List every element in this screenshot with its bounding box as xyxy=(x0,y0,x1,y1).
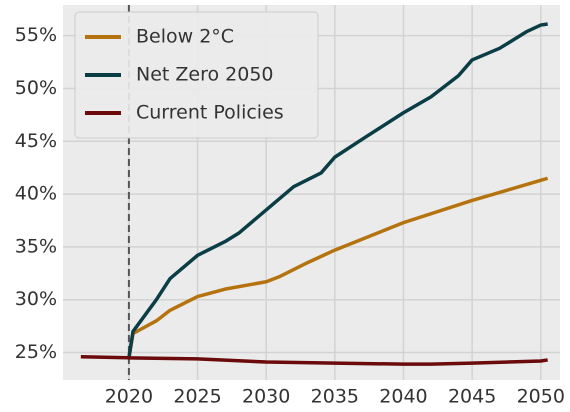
x-tick-label: 2025 xyxy=(173,386,221,408)
y-tick-label: 30% xyxy=(15,288,57,310)
y-tick-label: 25% xyxy=(15,341,57,363)
legend-label: Net Zero 2050 xyxy=(136,64,274,86)
legend-label: Current Policies xyxy=(136,102,284,124)
legend-box xyxy=(74,11,319,139)
legend-label: Below 2°C xyxy=(136,26,234,48)
x-tick-label: 2020 xyxy=(105,386,153,408)
x-tick-label: 2045 xyxy=(448,386,496,408)
series-line xyxy=(127,176,549,359)
y-tick-label: 40% xyxy=(15,183,57,205)
x-tick-label: 2030 xyxy=(242,386,290,408)
y-tick-label: 45% xyxy=(15,130,57,152)
y-tick-label: 55% xyxy=(15,24,57,46)
series-line xyxy=(80,355,548,366)
x-tick-label: 2050 xyxy=(517,386,565,408)
y-tick-label: 50% xyxy=(15,77,57,99)
series-line xyxy=(127,22,548,359)
x-tick-label: 2040 xyxy=(379,386,427,408)
x-tick-label: 2035 xyxy=(311,386,359,408)
y-tick-label: 35% xyxy=(15,235,57,257)
